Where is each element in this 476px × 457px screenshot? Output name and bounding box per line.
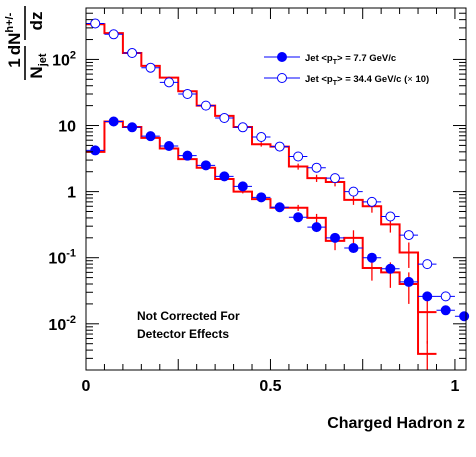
data-point [403, 276, 414, 287]
x-tick-label: 0 [82, 378, 91, 395]
data-point [90, 18, 101, 29]
data-point [237, 181, 248, 192]
data-point [127, 122, 138, 133]
data-point [366, 252, 377, 263]
y-axis-label-derivative: dNh+/- [4, 12, 24, 55]
y-axis-label-derivative-denominator: dz [27, 12, 46, 31]
y-tick-label: 102 [52, 49, 76, 69]
legend: Jet <pT> = 7.7 GeV/c Jet <pT> = 34.4 GeV… [264, 52, 429, 87]
annotation-line-1: Not Corrected For [137, 309, 240, 323]
data-point [127, 48, 138, 59]
data-point [237, 122, 248, 133]
data-point [108, 116, 119, 127]
data-point [219, 171, 230, 182]
y-tick-label: 10-1 [48, 248, 76, 268]
y-tick-label: 10 [58, 119, 76, 136]
data-point [108, 29, 119, 40]
data-point [385, 263, 396, 274]
legend-label-34p4: Jet <pT> = 34.4 GeV/c (× 10) [305, 74, 429, 87]
data-point [90, 145, 101, 156]
data-point [385, 211, 396, 222]
data-point [200, 100, 211, 111]
x-tick-label: 0.5 [259, 378, 281, 395]
data-point [348, 243, 359, 254]
legend-label-7p7: Jet <pT> = 7.7 GeV/c [305, 53, 396, 66]
data-point [274, 202, 285, 213]
data-point [348, 186, 359, 197]
data-point [293, 212, 304, 223]
data-point [422, 259, 433, 270]
legend-entry-34p4: Jet <pT> = 34.4 GeV/c (× 10) [264, 73, 429, 87]
legend-marker-open-circle [277, 73, 287, 83]
data-point [256, 192, 267, 203]
data-points-layer [86, 18, 470, 322]
data-point [145, 62, 156, 73]
legend-marker-filled-circle [277, 52, 287, 62]
data-point [440, 305, 451, 316]
y-axis-label-denominator: Njet [27, 53, 49, 78]
data-point [403, 230, 414, 241]
data-point [182, 88, 193, 99]
y-tick-label-exponent: -1 [66, 248, 76, 260]
y-tick-label: 1 [67, 185, 76, 202]
data-point [200, 160, 211, 171]
data-point [330, 232, 341, 243]
plot-frame [85, 7, 467, 371]
y-tick-label-base: 10 [58, 119, 76, 136]
data-point [164, 77, 175, 88]
data-point [440, 291, 451, 302]
data-point [219, 112, 230, 123]
data-point [311, 162, 322, 173]
data-point [330, 173, 341, 184]
y-tick-label-base: 10 [48, 251, 66, 268]
y-tick-label-base: 10 [52, 52, 70, 69]
data-point [256, 132, 267, 143]
data-point [274, 141, 285, 152]
data-point [145, 131, 156, 142]
data-point [422, 291, 433, 302]
data-point [366, 196, 377, 207]
hist-step-line-1 [86, 23, 437, 314]
data-point [164, 140, 175, 151]
data-point [459, 311, 470, 322]
data-point [182, 150, 193, 161]
y-tick-label-exponent: 2 [70, 49, 76, 61]
annotation-line-2: Detector Effects [137, 327, 229, 341]
x-tick-label: 1 [450, 378, 459, 395]
data-point [293, 151, 304, 162]
y-tick-label: 10-2 [48, 314, 76, 334]
hist-step-line-0 [86, 120, 437, 355]
x-axis-label: Charged Hadron z [327, 415, 465, 432]
y-axis-label-numerator: 1 [5, 58, 24, 67]
y-tick-label-exponent: -2 [66, 314, 76, 326]
y-tick-label-base: 1 [67, 185, 76, 202]
data-point [311, 222, 322, 233]
y-tick-label-base: 10 [48, 317, 66, 334]
y-axis-label: 1 Njet dNh+/- dz [4, 6, 49, 80]
legend-entry-7p7: Jet <pT> = 7.7 GeV/c [264, 52, 396, 66]
